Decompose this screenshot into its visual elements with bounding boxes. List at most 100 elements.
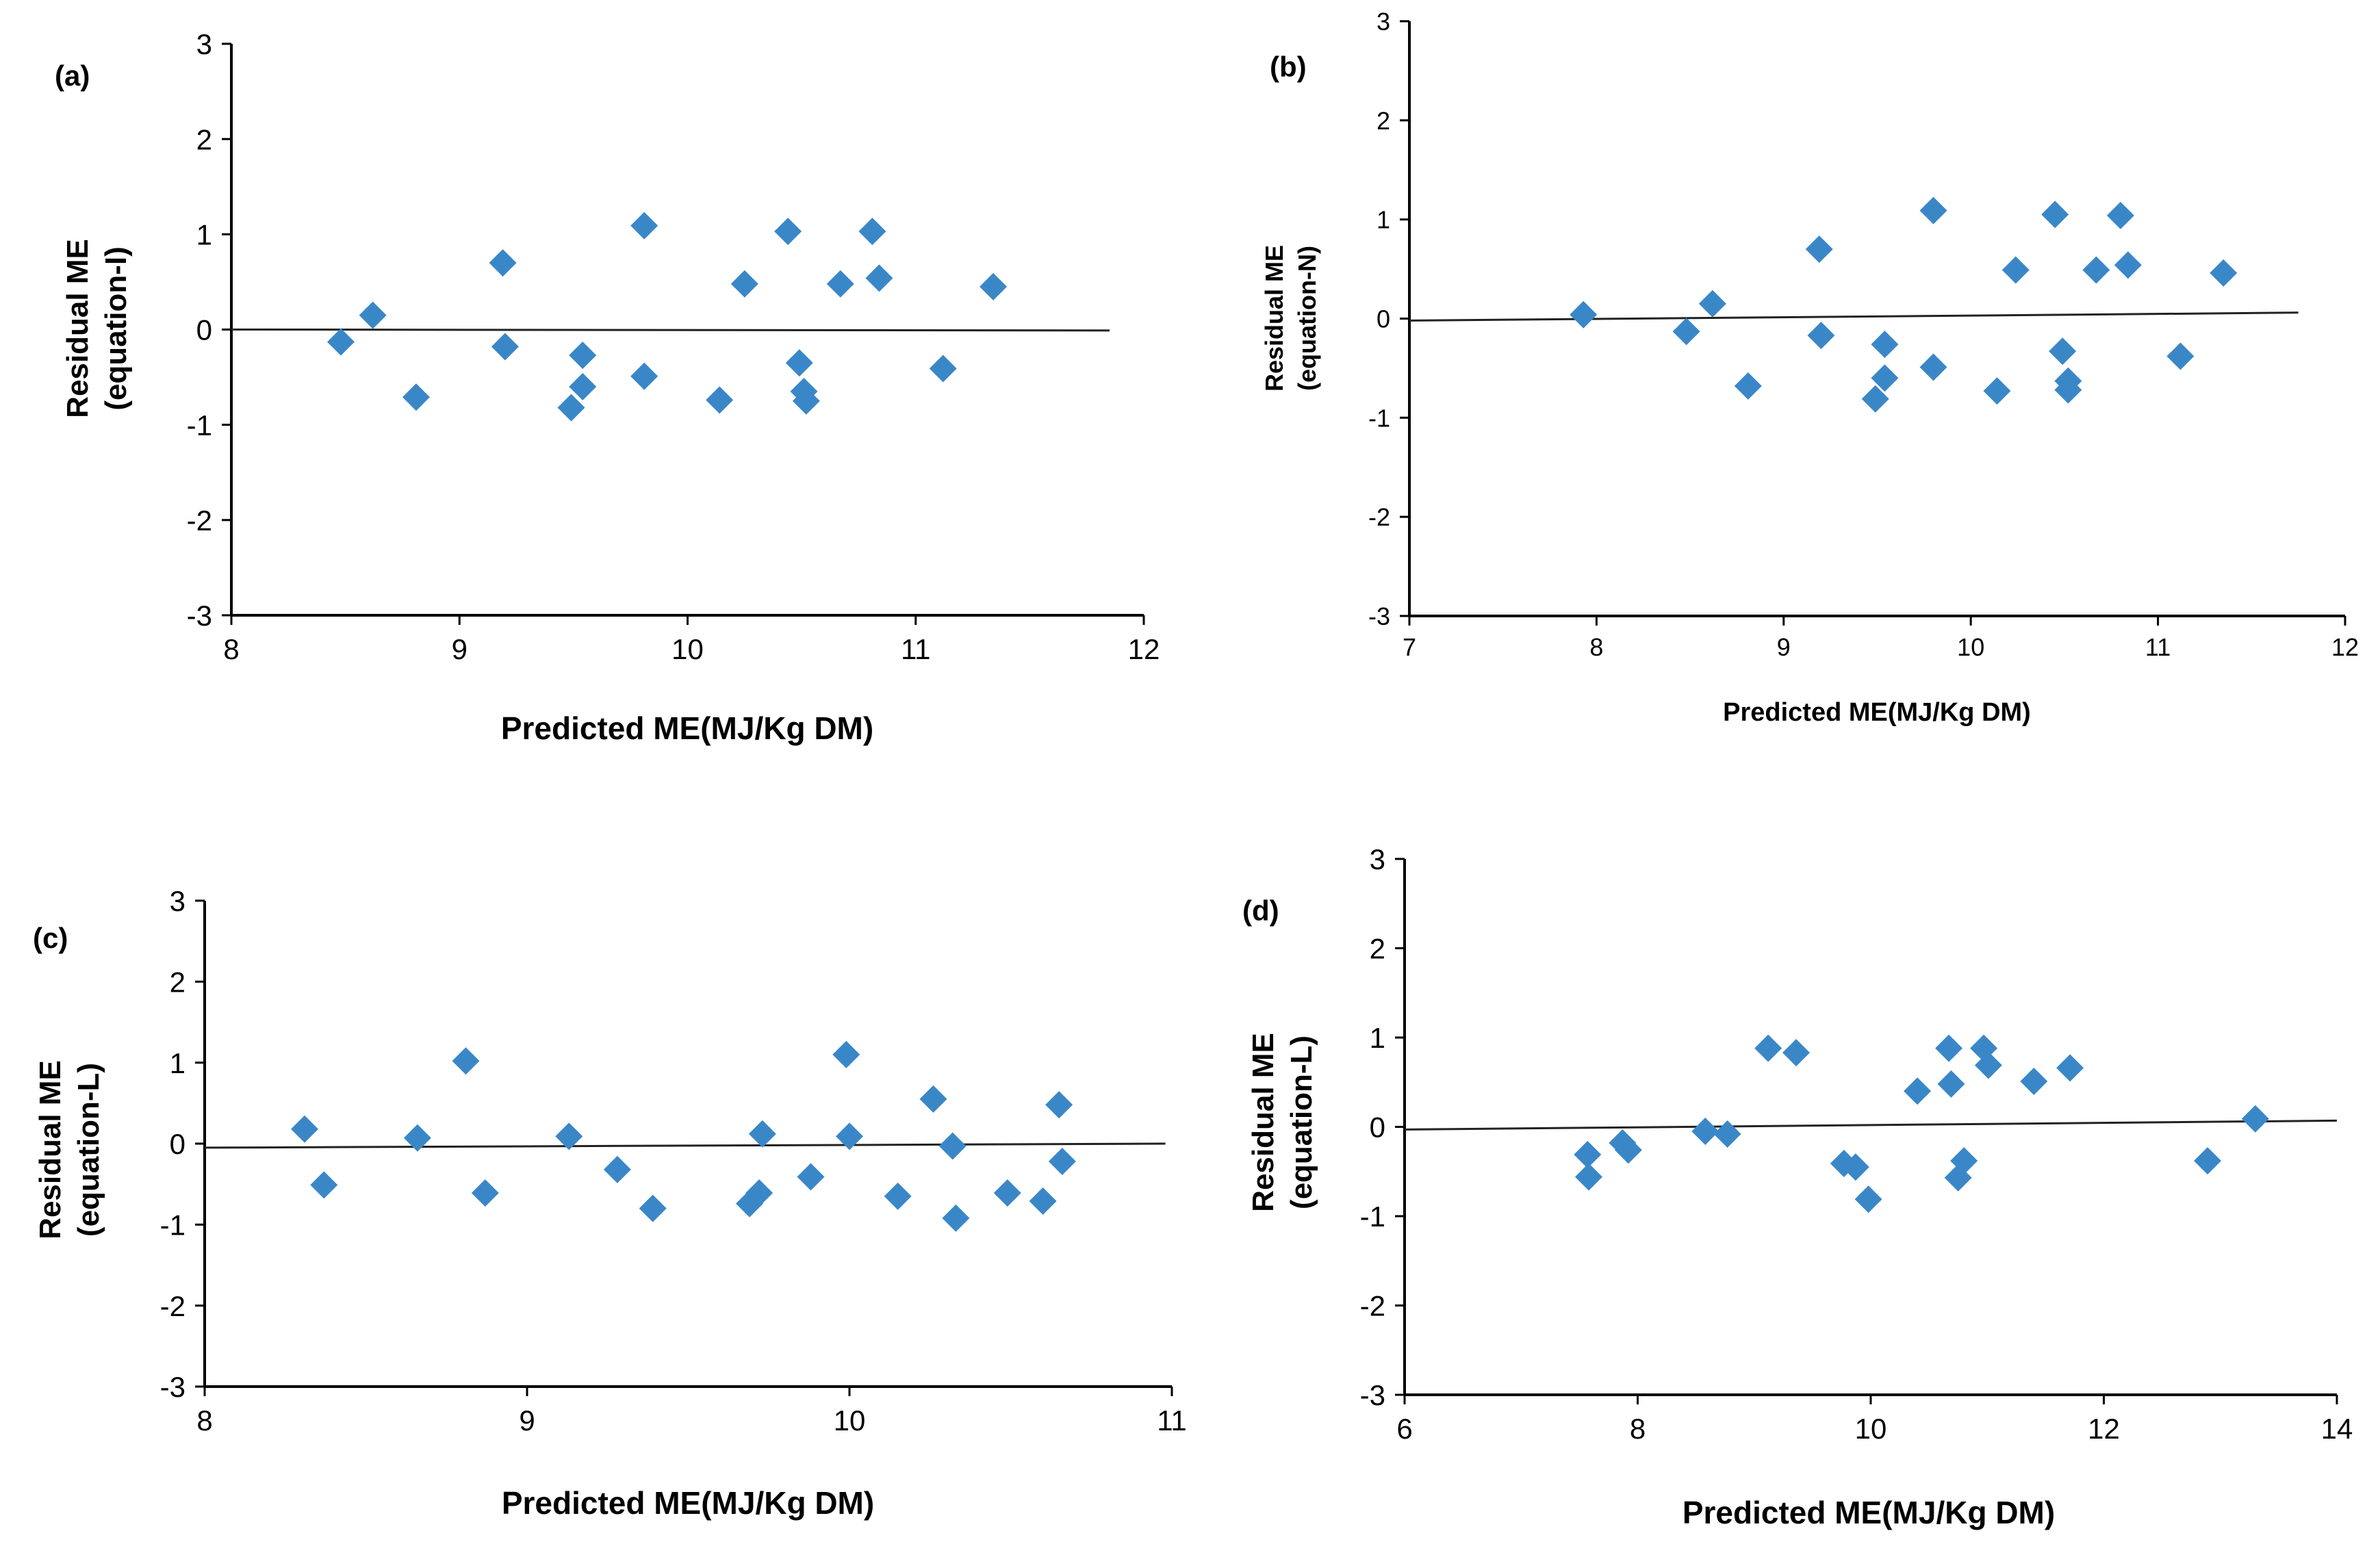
data-point [403,1124,431,1152]
x-tick-label: 11 [2145,633,2171,661]
y-tick-label: -1 [160,1209,185,1241]
y-tick-label: 2 [196,123,212,155]
data-point [2056,1054,2084,1082]
data-point [452,1047,480,1075]
y-tick-label: 0 [1377,305,1390,333]
x-axis-title: Predicted ME(MJ/Kg DM) [501,710,873,746]
x-tick-label: 12 [1128,633,1160,665]
x-tick-label: 10 [1855,1413,1887,1445]
data-point [402,383,430,411]
y-tick-label: 1 [1370,1022,1385,1054]
y-tick-label: -3 [160,1371,185,1403]
data-point [2082,256,2110,284]
data-point [884,1182,912,1210]
data-point [1854,1185,1882,1213]
y-axis-title-line1: Residual ME [1260,245,1288,391]
data-point [1045,1091,1073,1119]
data-point [1871,331,1899,359]
data-point [639,1194,667,1222]
data-point [1672,318,1700,346]
trend-line [1404,1119,2338,1131]
y-tick-label: -2 [187,504,212,537]
x-axis-title: Predicted ME(MJ/Kg DM) [502,1485,874,1521]
y-tick-label: 2 [1370,933,1385,965]
data-point [2210,259,2238,287]
y-axis-title-line2: (equation-L) [72,1063,105,1237]
y-tick-label: -1 [187,409,212,441]
y-tick-label: 2 [170,966,185,998]
y-tick-label: 3 [196,28,212,60]
panel-label: (d) [1242,895,1279,927]
y-tick-label: -3 [1368,602,1390,630]
data-point [1861,385,1889,413]
y-axis-title-line2: (equation-I) [99,246,133,411]
data-point [1570,300,1598,329]
data-point [291,1115,319,1143]
data-point [471,1179,499,1207]
data-point [2194,1147,2222,1175]
data-point [2041,201,2069,229]
data-point [774,218,802,246]
data-point [836,1122,863,1150]
trend-line [231,329,1110,332]
data-point [942,1204,970,1232]
x-tick-label: 11 [901,633,931,665]
data-point [1919,196,1947,224]
data-point [858,218,886,246]
x-tick-label: 12 [2088,1413,2120,1445]
data-point [1950,1147,1978,1175]
data-point [785,349,813,377]
data-point [1841,1153,1869,1181]
x-axis-title: Predicted ME(MJ/Kg DM) [1723,698,2031,727]
y-tick-label: 3 [170,885,185,917]
data-point [569,373,597,400]
data-point [557,394,585,422]
y-tick-label: -3 [187,600,212,632]
data-point [1713,1120,1741,1148]
x-tick-label: 11 [1157,1404,1187,1437]
data-point [706,386,734,414]
data-point [2106,201,2134,229]
panel-d: (d) Predicted ME(MJ/Kg DM) Residual ME (… [1242,843,2353,1530]
x-tick-label: 8 [196,1404,212,1437]
data-point [980,272,1008,300]
data-point [792,387,820,415]
data-point [1691,1118,1719,1146]
x-tick-label: 9 [1777,633,1791,661]
data-point [603,1155,631,1183]
y-tick-label: -1 [1368,404,1390,432]
y-tick-label: 3 [1370,843,1385,875]
data-point [832,1040,860,1068]
data-point [865,264,893,292]
data-point [1574,1140,1602,1168]
data-point [1029,1187,1057,1215]
x-tick-label: 9 [452,633,468,665]
x-tick-label: 6 [1396,1413,1412,1445]
y-tick-label: 3 [1377,8,1390,36]
y-tick-label: 1 [1377,206,1390,234]
data-point [826,270,854,298]
data-point [1974,1051,2002,1079]
y-axis-title-line1: Residual ME [1246,1033,1280,1212]
data-point [491,333,519,361]
trend-line [1409,311,2299,322]
x-tick-label: 10 [1957,633,1984,661]
data-point [1807,322,1835,350]
x-axis-title: Predicted ME(MJ/Kg DM) [1682,1495,2055,1530]
data-point [1805,235,1833,263]
data-point [489,249,517,277]
data-point [327,328,355,356]
data-point [1935,1034,1963,1062]
data-point [797,1163,825,1191]
x-tick-label: 12 [2331,633,2359,661]
y-tick-label: -2 [1360,1290,1385,1322]
trend-line [204,1142,1166,1149]
y-tick-label: 0 [170,1128,185,1160]
y-tick-label: -2 [160,1290,185,1322]
data-point [1904,1077,1932,1105]
data-point [1574,1163,1602,1191]
data-point [1734,372,1762,400]
panel-b: (b) Predicted ME(MJ/Kg DM) Residual ME (… [1260,8,2359,727]
data-point [1871,364,1899,392]
data-point [569,342,597,370]
